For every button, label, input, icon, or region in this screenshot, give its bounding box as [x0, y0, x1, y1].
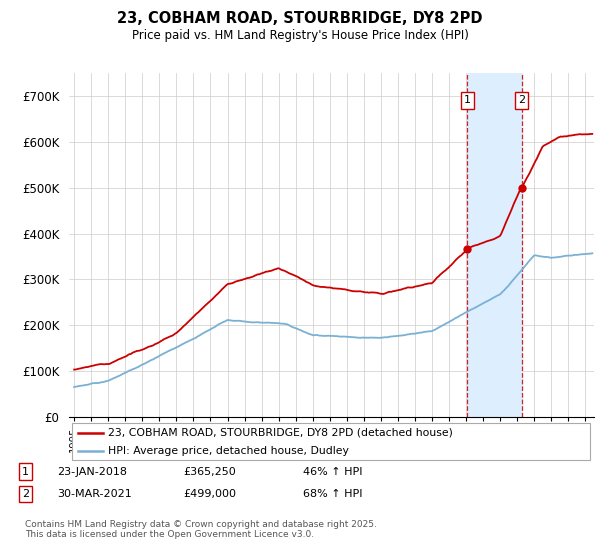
Text: 1: 1	[464, 95, 471, 105]
Text: 23-JAN-2018: 23-JAN-2018	[57, 466, 127, 477]
Text: 68% ↑ HPI: 68% ↑ HPI	[303, 489, 362, 499]
Text: £365,250: £365,250	[183, 466, 236, 477]
Text: 2: 2	[518, 95, 525, 105]
FancyBboxPatch shape	[71, 423, 590, 460]
Text: 2: 2	[22, 489, 29, 499]
Text: Price paid vs. HM Land Registry's House Price Index (HPI): Price paid vs. HM Land Registry's House …	[131, 29, 469, 42]
Text: 23, COBHAM ROAD, STOURBRIDGE, DY8 2PD: 23, COBHAM ROAD, STOURBRIDGE, DY8 2PD	[117, 11, 483, 26]
Text: HPI: Average price, detached house, Dudley: HPI: Average price, detached house, Dudl…	[109, 446, 349, 456]
Text: £499,000: £499,000	[183, 489, 236, 499]
Text: 30-MAR-2021: 30-MAR-2021	[57, 489, 132, 499]
Bar	[467, 73, 521, 417]
Text: 46% ↑ HPI: 46% ↑ HPI	[303, 466, 362, 477]
Text: Contains HM Land Registry data © Crown copyright and database right 2025.
This d: Contains HM Land Registry data © Crown c…	[25, 520, 377, 539]
Text: 1: 1	[22, 466, 29, 477]
Text: 23, COBHAM ROAD, STOURBRIDGE, DY8 2PD (detached house): 23, COBHAM ROAD, STOURBRIDGE, DY8 2PD (d…	[109, 428, 453, 437]
